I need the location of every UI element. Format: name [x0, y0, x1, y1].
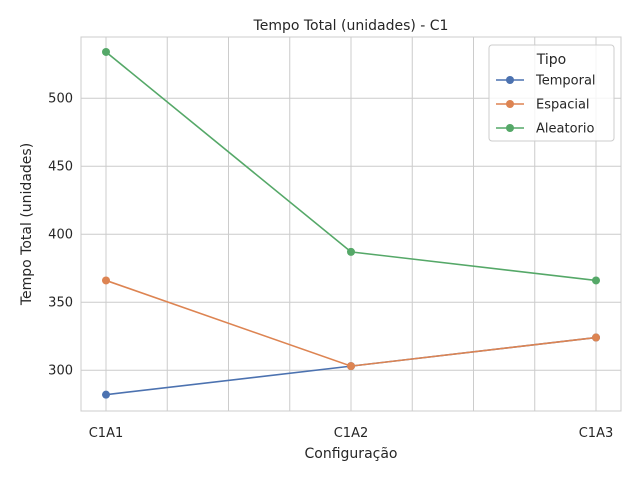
legend-box — [488, 44, 615, 142]
x-tick-label: C1A3 — [579, 426, 614, 441]
data-point — [592, 333, 600, 342]
y-axis-label: Tempo Total (unidades) — [19, 143, 35, 306]
legend-marker — [506, 124, 514, 132]
legend-item-aleatorio: Aleatorio — [496, 122, 594, 137]
y-tick-label: 400 — [48, 228, 73, 243]
y-tick-label: 350 — [48, 296, 73, 311]
legend-item-temporal: Temporal — [496, 74, 596, 89]
data-point — [347, 247, 355, 256]
legend-label: Temporal — [535, 74, 596, 89]
x-tick-label: C1A2 — [334, 426, 369, 441]
x-axis-label: Configuração — [305, 446, 398, 462]
data-point — [102, 390, 110, 399]
x-tick-label: C1A1 — [89, 426, 124, 441]
series-layer — [102, 47, 600, 399]
legend-label: Espacial — [536, 98, 590, 113]
legend-items: Temporal Espacial Aleatorio — [496, 74, 596, 137]
series-espacial — [102, 276, 600, 371]
tick-labels: 300 350 400 450 500 C1A1 C1A2 C1A3 — [48, 92, 613, 441]
chart-title: Tempo Total (unidades) - C1 — [253, 18, 449, 34]
legend-item-espacial: Espacial — [496, 98, 590, 113]
series-aleatorio — [102, 47, 600, 285]
legend-marker — [506, 100, 514, 108]
legend-title: Tipo — [536, 52, 566, 68]
plot-area-frame — [80, 36, 622, 412]
legend: Tipo Temporal Espacial Aleatorio — [488, 44, 615, 142]
y-tick-label: 300 — [48, 364, 73, 379]
legend-marker — [506, 76, 514, 84]
data-point — [347, 362, 355, 371]
data-point — [592, 276, 600, 285]
data-point — [102, 276, 110, 285]
legend-label: Aleatorio — [536, 122, 594, 137]
y-tick-label: 450 — [48, 160, 73, 175]
y-tick-label: 500 — [48, 92, 73, 107]
data-point — [102, 47, 110, 56]
